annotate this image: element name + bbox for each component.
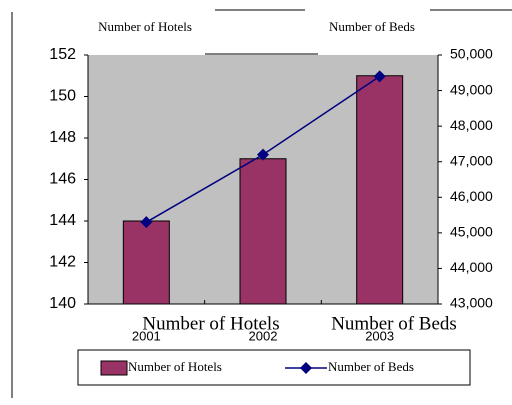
y-axis-title: Number of Hotels — [98, 19, 192, 34]
y2-tick-label: 50,000 — [450, 46, 493, 62]
bar — [356, 75, 404, 305]
y2-tick-label: 44,000 — [450, 259, 493, 275]
x-tick-label: 2003 — [365, 328, 394, 343]
y-tick-label: 148 — [49, 129, 76, 146]
bar — [239, 158, 287, 305]
x-tick-label: 2002 — [249, 328, 278, 343]
y2-tick-label: 48,000 — [450, 117, 493, 133]
annotation: Number of Hotels — [142, 313, 279, 334]
legend-swatch — [300, 362, 312, 374]
y-tick-label: 146 — [49, 171, 76, 188]
y-tick-label: 150 — [49, 88, 76, 105]
y2-tick-label: 45,000 — [450, 224, 493, 240]
legend-label: Number of Beds — [328, 359, 414, 374]
legend-swatch — [100, 360, 128, 376]
y2-axis-title: Number of Beds — [329, 19, 415, 34]
y-tick-label: 144 — [49, 212, 76, 229]
y2-tick-label: 49,000 — [450, 81, 493, 97]
y-tick-label: 152 — [49, 46, 76, 63]
y-tick-label: 142 — [49, 254, 76, 271]
legend-box — [77, 349, 471, 386]
y2-tick-label: 43,000 — [450, 295, 493, 311]
legend-label: Number of Hotels — [128, 359, 222, 374]
y2-tick-label: 46,000 — [450, 188, 493, 204]
x-tick-label: 2001 — [132, 328, 161, 343]
annotation: Number of Beds — [331, 313, 457, 334]
bar — [122, 220, 170, 305]
line-marker — [257, 148, 269, 161]
y-tick-label: 140 — [49, 295, 76, 312]
line-marker — [140, 216, 153, 229]
line-marker — [373, 70, 386, 83]
y2-tick-label: 47,000 — [450, 152, 493, 168]
